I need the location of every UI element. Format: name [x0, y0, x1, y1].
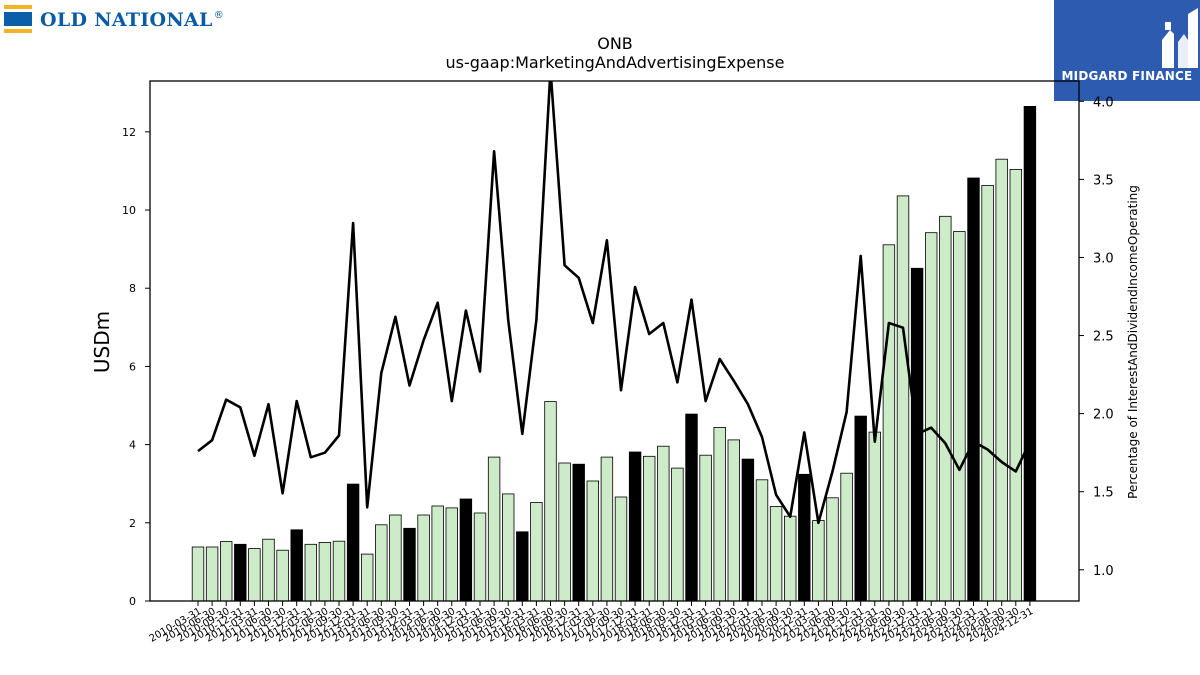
bar [262, 538, 275, 602]
x-axis-ticks: 2010-03-312010-06-302010-09-302010-12-31… [148, 601, 1035, 645]
y-axis-ticks: 0 2 4 6 8 10 12 [122, 126, 150, 608]
old-national-logo: OLD NATIONAL ® [4, 4, 224, 36]
bar-series [191, 106, 1037, 602]
bar [403, 527, 416, 602]
bar [699, 454, 712, 602]
bar [219, 541, 233, 602]
y-tick-label: 10 [122, 204, 136, 217]
bar [431, 505, 444, 602]
plot-frame [149, 80, 1080, 602]
bar [290, 529, 303, 602]
y2-axis-ticks: 1.0 1.5 2.0 2.5 3.0 3.5 4.0 [1079, 95, 1114, 579]
y-tick-label: 2 [129, 517, 136, 530]
bar [1023, 106, 1037, 602]
bar [713, 426, 726, 602]
line-path [197, 81, 1032, 525]
bar [600, 456, 614, 602]
bar [925, 232, 938, 602]
bar [389, 514, 402, 602]
y2-axis-label: Percentage of InterestAndDividendIncomeO… [1126, 185, 1140, 499]
bar [981, 184, 994, 602]
y2-tick-label: 1.5 [1093, 486, 1114, 501]
y2-tick-label: 2.5 [1093, 330, 1114, 345]
bar [812, 520, 825, 602]
midgard-finance-logo-text: MIDGARD FINANCE [1061, 69, 1193, 83]
bar [417, 514, 430, 602]
y-tick-label: 0 [129, 595, 136, 608]
y2-tick-label: 4.0 [1093, 95, 1114, 110]
bar [643, 455, 656, 602]
midgard-finance-logo: MIDGARD FINANCE [1054, 0, 1200, 101]
bar [882, 244, 896, 602]
bar [445, 507, 459, 602]
bar [741, 458, 755, 602]
bar [318, 542, 332, 602]
bar [516, 531, 529, 602]
bar [896, 195, 910, 602]
bar [191, 546, 205, 602]
bar [755, 479, 769, 602]
chart-subtitle: us-gaap:MarketingAndAdvertisingExpense [446, 53, 785, 72]
bar [657, 445, 670, 602]
bar [1009, 168, 1023, 602]
old-national-logo-icon [4, 5, 32, 35]
bar [473, 512, 487, 602]
y2-tick-label: 3.0 [1093, 251, 1114, 266]
bar [360, 553, 374, 602]
line-series [197, 81, 1032, 525]
bar [276, 549, 289, 602]
bar [304, 543, 318, 602]
bar [375, 524, 388, 602]
bar [586, 480, 600, 602]
y2-tick-label: 1.0 [1093, 564, 1114, 579]
bar [248, 548, 261, 602]
bar [614, 496, 628, 602]
bar [854, 415, 867, 602]
bar [868, 431, 882, 602]
bar [727, 439, 741, 602]
bar [798, 473, 811, 602]
bar [769, 505, 783, 602]
bar [487, 456, 501, 602]
bar [501, 493, 515, 602]
bar [953, 231, 966, 602]
bar [205, 546, 219, 602]
y-tick-label: 8 [129, 282, 136, 295]
bar [628, 451, 642, 602]
old-national-logo-text: OLD NATIONAL [40, 9, 213, 31]
bar [671, 467, 684, 602]
bar [332, 540, 346, 602]
bar [685, 413, 698, 602]
midgard-m-icon [1162, 8, 1198, 68]
y-tick-label: 6 [129, 360, 136, 373]
bar [967, 177, 980, 602]
y2-tick-label: 2.0 [1093, 408, 1114, 423]
bar [826, 497, 839, 602]
y2-tick-label: 3.5 [1093, 173, 1114, 188]
chart-title: ONB [597, 34, 633, 53]
registered-mark: ® [213, 9, 224, 21]
bar [459, 498, 473, 602]
bar [939, 215, 952, 602]
bar [558, 462, 571, 602]
bar [544, 401, 557, 602]
bar [572, 463, 585, 602]
bar [346, 483, 360, 602]
y-tick-label: 12 [122, 126, 136, 139]
bar [840, 472, 853, 602]
bar [784, 515, 797, 602]
bar [995, 158, 1008, 602]
y-tick-label: 4 [129, 439, 136, 452]
y-axis-label: USDm [90, 311, 114, 373]
bar [234, 543, 247, 602]
bar [530, 502, 543, 602]
